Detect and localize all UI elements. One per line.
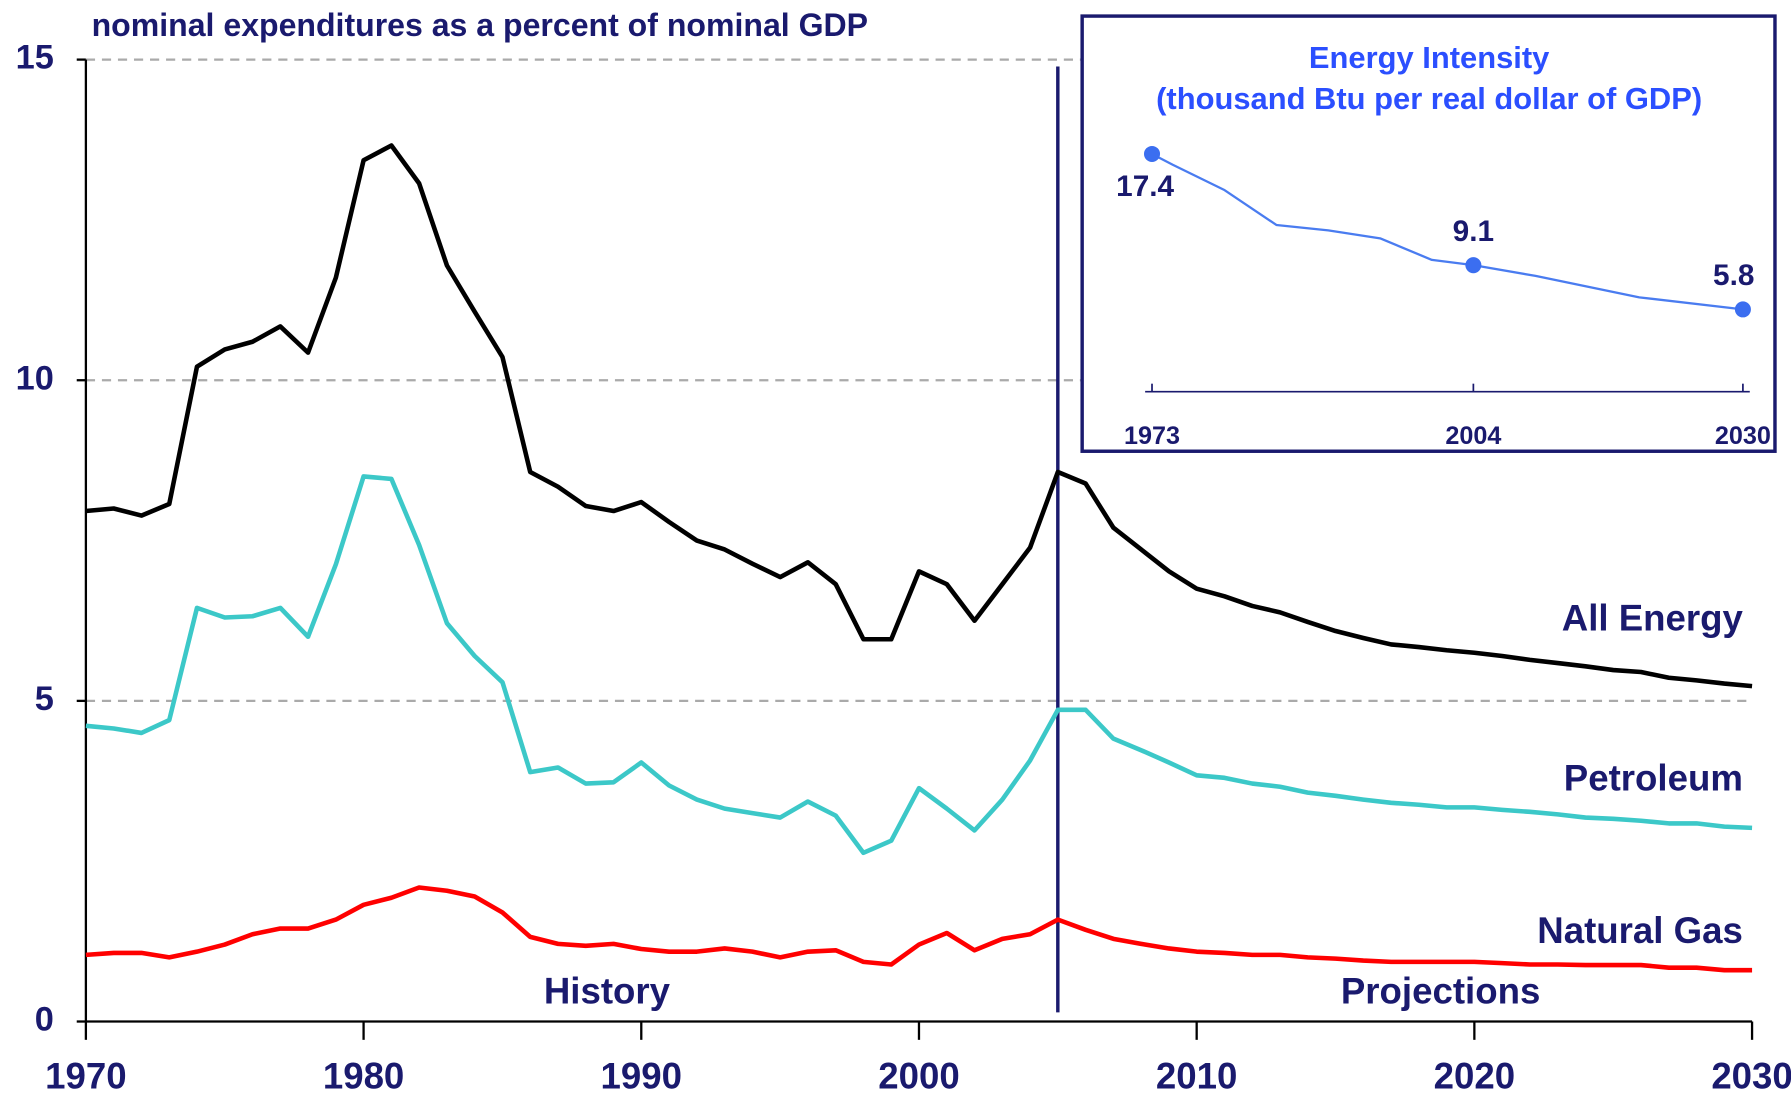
inset-x-tick-label: 2004 [1445,422,1501,450]
series-line [85,143,1753,689]
x-tick-label: 1990 [601,1055,682,1096]
x-tick-label: 2020 [1434,1055,1515,1096]
inset-point [1734,301,1751,318]
inset-data-label: 9.1 [1453,215,1494,248]
inset-frame [1080,14,1777,453]
inset-data-label: 5.8 [1713,259,1754,292]
series-label: Natural Gas [1537,910,1743,951]
inset-subtitle: (thousand Btu per real dollar of GDP) [1156,81,1702,116]
series-label: All Energy [1562,597,1744,638]
main-plot: 0 5 10 15 1970 1980 1990 2000 2010 2020 2030 All En… [16,39,1791,1096]
x-tick-label: 2010 [1156,1055,1237,1096]
x-tick-label: 2000 [878,1055,959,1096]
inset-plot: 1973 2004 2030 17.4 9.1 5.8 [1116,145,1771,450]
y-tick-label: 5 [35,680,54,718]
x-tick-label: 2030 [1711,1055,1791,1096]
chart-title: nominal expenditures as a percent of nom… [92,7,868,43]
inset-x-tick-label: 2030 [1715,422,1771,450]
inset-data-label: 17.4 [1116,170,1174,203]
inset-x-tick-label: 1973 [1124,422,1180,450]
annotation: Projections [1341,971,1540,1012]
y-tick-label: 15 [16,39,54,77]
series-line [85,474,1753,856]
x-tick-label: 1970 [45,1055,126,1096]
inset-title: Energy Intensity [1309,40,1550,75]
series-line [1151,152,1744,311]
inset-point [1465,257,1482,274]
x-tick-label: 1980 [323,1055,404,1096]
inset-point [1143,145,1161,162]
y-tick-label: 0 [35,1001,54,1039]
annotation: History [544,971,671,1012]
series-label: Petroleum [1564,758,1743,799]
y-tick-label: 10 [16,359,54,397]
series-line [85,885,1753,973]
